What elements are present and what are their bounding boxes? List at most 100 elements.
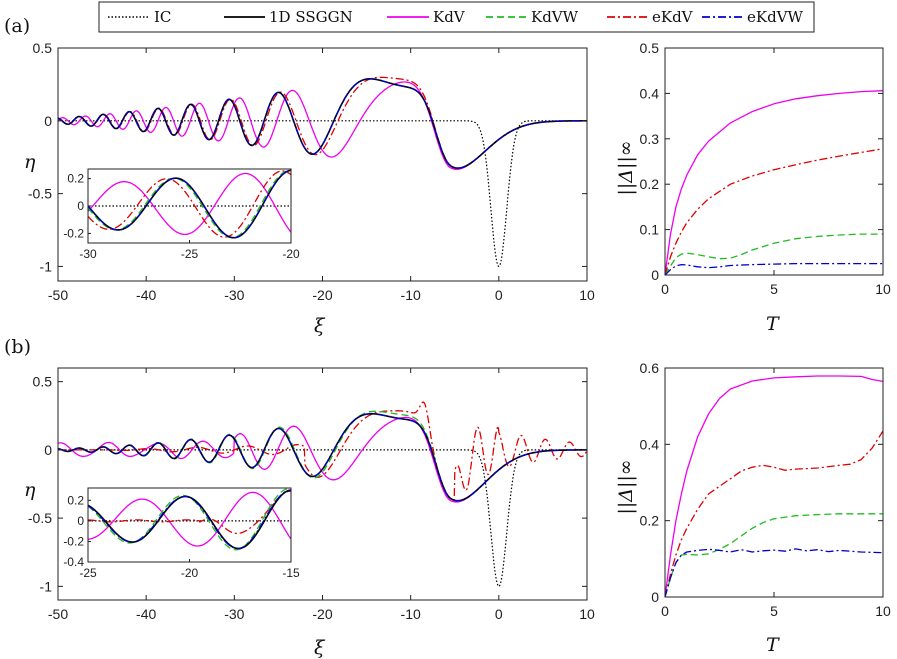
y-tick-label: 0.2: [640, 513, 660, 529]
series-group-a_main: [58, 76, 587, 267]
series-group-b_err: [665, 375, 883, 597]
series-line-kdvw: [88, 169, 291, 239]
series-line-ekdvw: [88, 169, 291, 239]
y-tick-label: 0.5: [33, 374, 53, 390]
series-line-ekdv: [665, 148, 883, 275]
x-tick-label: 0: [661, 603, 669, 619]
series-line-ekdvw: [665, 262, 883, 275]
y-tick-label: -0.5: [28, 186, 52, 202]
series-line-ekdvw: [58, 78, 587, 169]
series-line-ekdv: [58, 401, 587, 502]
x-tick-label: -20: [312, 287, 332, 303]
y-tick-label: 0: [44, 113, 52, 129]
x-tick-label: 0: [661, 281, 669, 297]
series-line-kdv: [665, 375, 883, 597]
x-tick-label: -25: [181, 247, 199, 261]
series-line-ekdvw: [58, 413, 587, 502]
legend-label-ekdvw: eKdVW: [747, 8, 804, 26]
plot-background-b_err: [665, 368, 883, 597]
legend-label-ekdv: eKdV: [652, 8, 694, 26]
series-line-kdv: [665, 90, 883, 275]
plot-a_err: 0 5 10 0 0.1 0.2 0.3 0.4 0.5: [640, 40, 891, 297]
y-tick-label: 0: [77, 199, 84, 213]
series-line-ekdv: [665, 430, 883, 597]
y-tick-label: 0.5: [33, 40, 53, 56]
series-line-ekdvw: [88, 489, 291, 550]
panel-label-a: (a): [4, 15, 30, 37]
x-tick-label: -25: [79, 566, 97, 580]
y-tick-label: 0.2: [67, 493, 84, 507]
y-tick-label: 0.6: [640, 360, 660, 376]
y-tick-label: 0: [651, 267, 659, 283]
series-line-ssggn: [88, 489, 291, 550]
plot-background-a_err: [665, 48, 883, 275]
x-tick-label: -50: [48, 287, 68, 303]
xlabel-xi-b: ξ: [314, 637, 326, 659]
legend-box: [98, 1, 815, 33]
x-tick-label: -30: [79, 247, 97, 261]
x-tick-label: 10: [579, 606, 595, 622]
x-tick-label: -30: [224, 606, 244, 622]
y-tick-label: 0.1: [640, 222, 660, 238]
ylabel-eta-b: η: [24, 479, 36, 501]
y-tick-label: 0: [651, 589, 659, 605]
plot-a_inset: -30 -25 -20 -0.2 0 0.2: [63, 168, 300, 261]
series-group-a_err: [665, 90, 883, 275]
plot-background-b_inset: [88, 488, 291, 562]
x-tick-label: -20: [312, 606, 332, 622]
series-line-ic: [58, 449, 587, 588]
xlabel-T-b: T: [766, 634, 780, 656]
plot-background-a_main: [58, 48, 587, 281]
ylabel-err-b: ||Δ||∞: [615, 459, 637, 514]
x-tick-label: -10: [401, 606, 421, 622]
legend-label-kdv: KdV: [433, 8, 466, 26]
series-group-b_inset: [88, 488, 291, 551]
x-tick-label: 10: [875, 281, 891, 297]
y-tick-label: -0.5: [28, 510, 52, 526]
series-line-kdvw: [665, 233, 883, 275]
x-tick-label: -40: [136, 287, 156, 303]
plot-b_inset: -25 -20 -15 -0.4 -0.2 0 0.2: [63, 487, 300, 580]
series-line-kdv: [88, 491, 291, 547]
series-group-a_inset: [88, 169, 291, 239]
y-tick-label: 0: [77, 514, 84, 528]
y-tick-label: -1: [40, 578, 53, 594]
ylabel-eta-a: η: [24, 151, 36, 173]
y-tick-label: 0.4: [640, 436, 660, 452]
x-tick-label: -15: [282, 566, 300, 580]
series-line-ekdv: [88, 490, 291, 535]
x-tick-label: 5: [770, 603, 778, 619]
y-tick-label: -0.4: [63, 555, 84, 569]
x-tick-label: -10: [401, 287, 421, 303]
x-tick-label: 0: [495, 606, 503, 622]
legend: IC 1D SSGGN KdV KdVW eKdV eKdVW: [98, 1, 815, 33]
y-tick-label: -0.2: [63, 534, 84, 548]
x-tick-label: 0: [495, 287, 503, 303]
x-tick-label: 10: [579, 287, 595, 303]
ylabel-err-a: ||Δ||∞: [615, 140, 637, 195]
y-tick-label: 0.4: [640, 85, 660, 101]
legend-label-ic: IC: [154, 8, 171, 26]
series-line-kdv: [88, 172, 291, 236]
legend-label-ssggn: 1D SSGGN: [269, 8, 353, 26]
x-tick-label: -30: [224, 287, 244, 303]
y-tick-label: -0.2: [63, 226, 84, 240]
xlabel-xi-a: ξ: [314, 315, 326, 337]
xlabel-T-a: T: [766, 313, 780, 335]
x-tick-label: -50: [48, 606, 68, 622]
y-tick-label: 0.2: [640, 176, 660, 192]
y-tick-label: -1: [40, 258, 53, 274]
panel-label-b: (b): [4, 336, 31, 358]
plot-b_err: 0 5 10 0 0.2 0.4 0.6: [640, 360, 891, 619]
y-tick-label: 0.2: [67, 172, 84, 186]
series-group-b_main: [58, 401, 587, 588]
x-tick-label: -40: [136, 606, 156, 622]
series-line-ekdvw: [665, 548, 883, 597]
x-tick-label: -20: [282, 247, 300, 261]
y-tick-label: 0.3: [640, 131, 660, 147]
x-tick-label: -20: [181, 566, 199, 580]
series-line-ekdv: [88, 170, 291, 238]
plot-background-b_main: [58, 368, 587, 600]
x-tick-label: 10: [875, 603, 891, 619]
